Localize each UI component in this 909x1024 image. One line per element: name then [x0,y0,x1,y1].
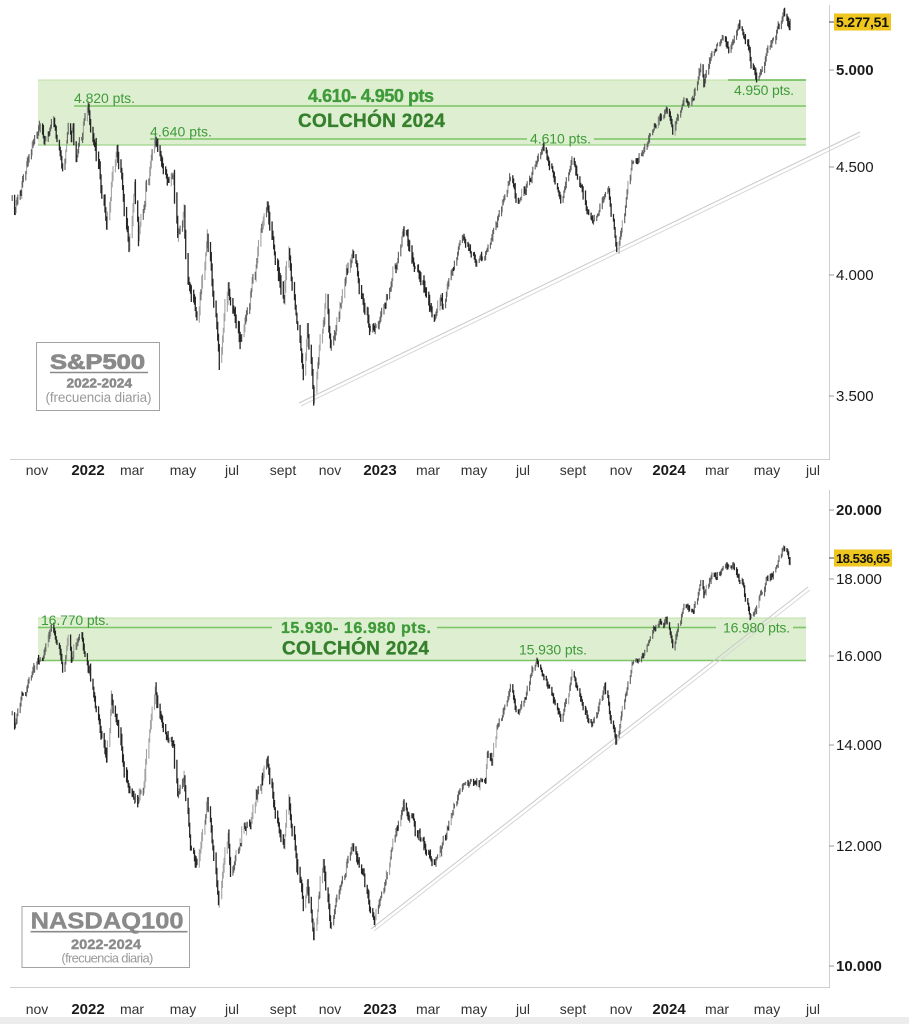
svg-text:4.640 pts.: 4.640 pts. [150,124,212,140]
svg-text:12.000: 12.000 [836,838,882,855]
svg-text:4.500: 4.500 [836,159,874,176]
svg-text:4.610 pts.: 4.610 pts. [530,131,591,147]
svg-text:mar: mar [705,462,729,478]
svg-text:jul: jul [224,1001,239,1017]
svg-text:2023: 2023 [363,462,396,479]
svg-text:mar: mar [416,1001,440,1017]
svg-text:jul: jul [224,462,239,478]
svg-text:S&P500: S&P500 [50,351,145,374]
svg-text:mar: mar [705,1001,729,1017]
svg-text:16.000: 16.000 [836,648,882,665]
svg-text:18.000: 18.000 [836,571,882,588]
svg-text:may: may [754,1001,780,1017]
svg-text:4.950 pts.: 4.950 pts. [734,82,794,98]
svg-text:NASDAQ100: NASDAQ100 [31,908,184,934]
svg-text:4.610- 4.950 pts: 4.610- 4.950 pts [308,86,434,106]
svg-text:16.770 pts.: 16.770 pts. [41,612,109,628]
svg-text:2022: 2022 [71,462,104,479]
svg-text:sept: sept [560,1001,587,1017]
svg-text:2024: 2024 [652,462,686,479]
svg-text:15.930 pts.: 15.930 pts. [519,642,587,658]
svg-text:5.000: 5.000 [836,62,874,79]
svg-text:4.820 pts.: 4.820 pts. [74,90,135,106]
svg-text:(frecuencia diaria): (frecuencia diaria) [46,390,152,405]
svg-text:5.277,51: 5.277,51 [836,14,889,30]
svg-text:18.536,65: 18.536,65 [836,551,890,566]
svg-text:jul: jul [805,1001,820,1017]
svg-text:COLCHÓN 2024: COLCHÓN 2024 [298,110,445,132]
svg-text:sept: sept [270,1001,297,1017]
svg-text:mar: mar [120,1001,144,1017]
svg-text:4.000: 4.000 [836,267,874,284]
svg-text:16.980 pts.: 16.980 pts. [723,620,790,636]
svg-text:mar: mar [120,462,144,478]
svg-text:20.000: 20.000 [836,502,882,519]
svg-text:jul: jul [515,462,530,478]
svg-text:nov: nov [319,462,342,478]
svg-text:nov: nov [26,1001,49,1017]
svg-text:(frecuencia diaria): (frecuencia diaria) [61,951,153,966]
svg-text:2024: 2024 [652,1001,686,1018]
svg-text:sept: sept [270,462,297,478]
svg-text:2023: 2023 [363,1001,396,1018]
svg-text:may: may [461,462,487,478]
svg-text:jul: jul [515,1001,530,1017]
svg-text:nov: nov [610,462,633,478]
svg-text:sept: sept [560,462,587,478]
svg-text:may: may [170,1001,196,1017]
svg-text:nov: nov [26,462,49,478]
svg-text:mar: mar [416,462,440,478]
svg-text:10.000: 10.000 [836,958,882,975]
svg-text:3.500: 3.500 [836,388,874,405]
svg-text:15.930- 16.980 pts.: 15.930- 16.980 pts. [281,620,431,637]
svg-text:COLCHÓN 2024: COLCHÓN 2024 [282,638,429,660]
svg-text:2022-2024: 2022-2024 [71,936,141,952]
svg-text:may: may [461,1001,487,1017]
svg-text:may: may [170,462,196,478]
svg-text:2022: 2022 [71,1001,104,1018]
svg-text:nov: nov [319,1001,342,1017]
svg-text:nov: nov [610,1001,633,1017]
svg-text:jul: jul [805,462,820,478]
svg-text:2022-2024: 2022-2024 [67,376,133,391]
svg-text:may: may [754,462,780,478]
svg-text:14.000: 14.000 [836,737,882,754]
